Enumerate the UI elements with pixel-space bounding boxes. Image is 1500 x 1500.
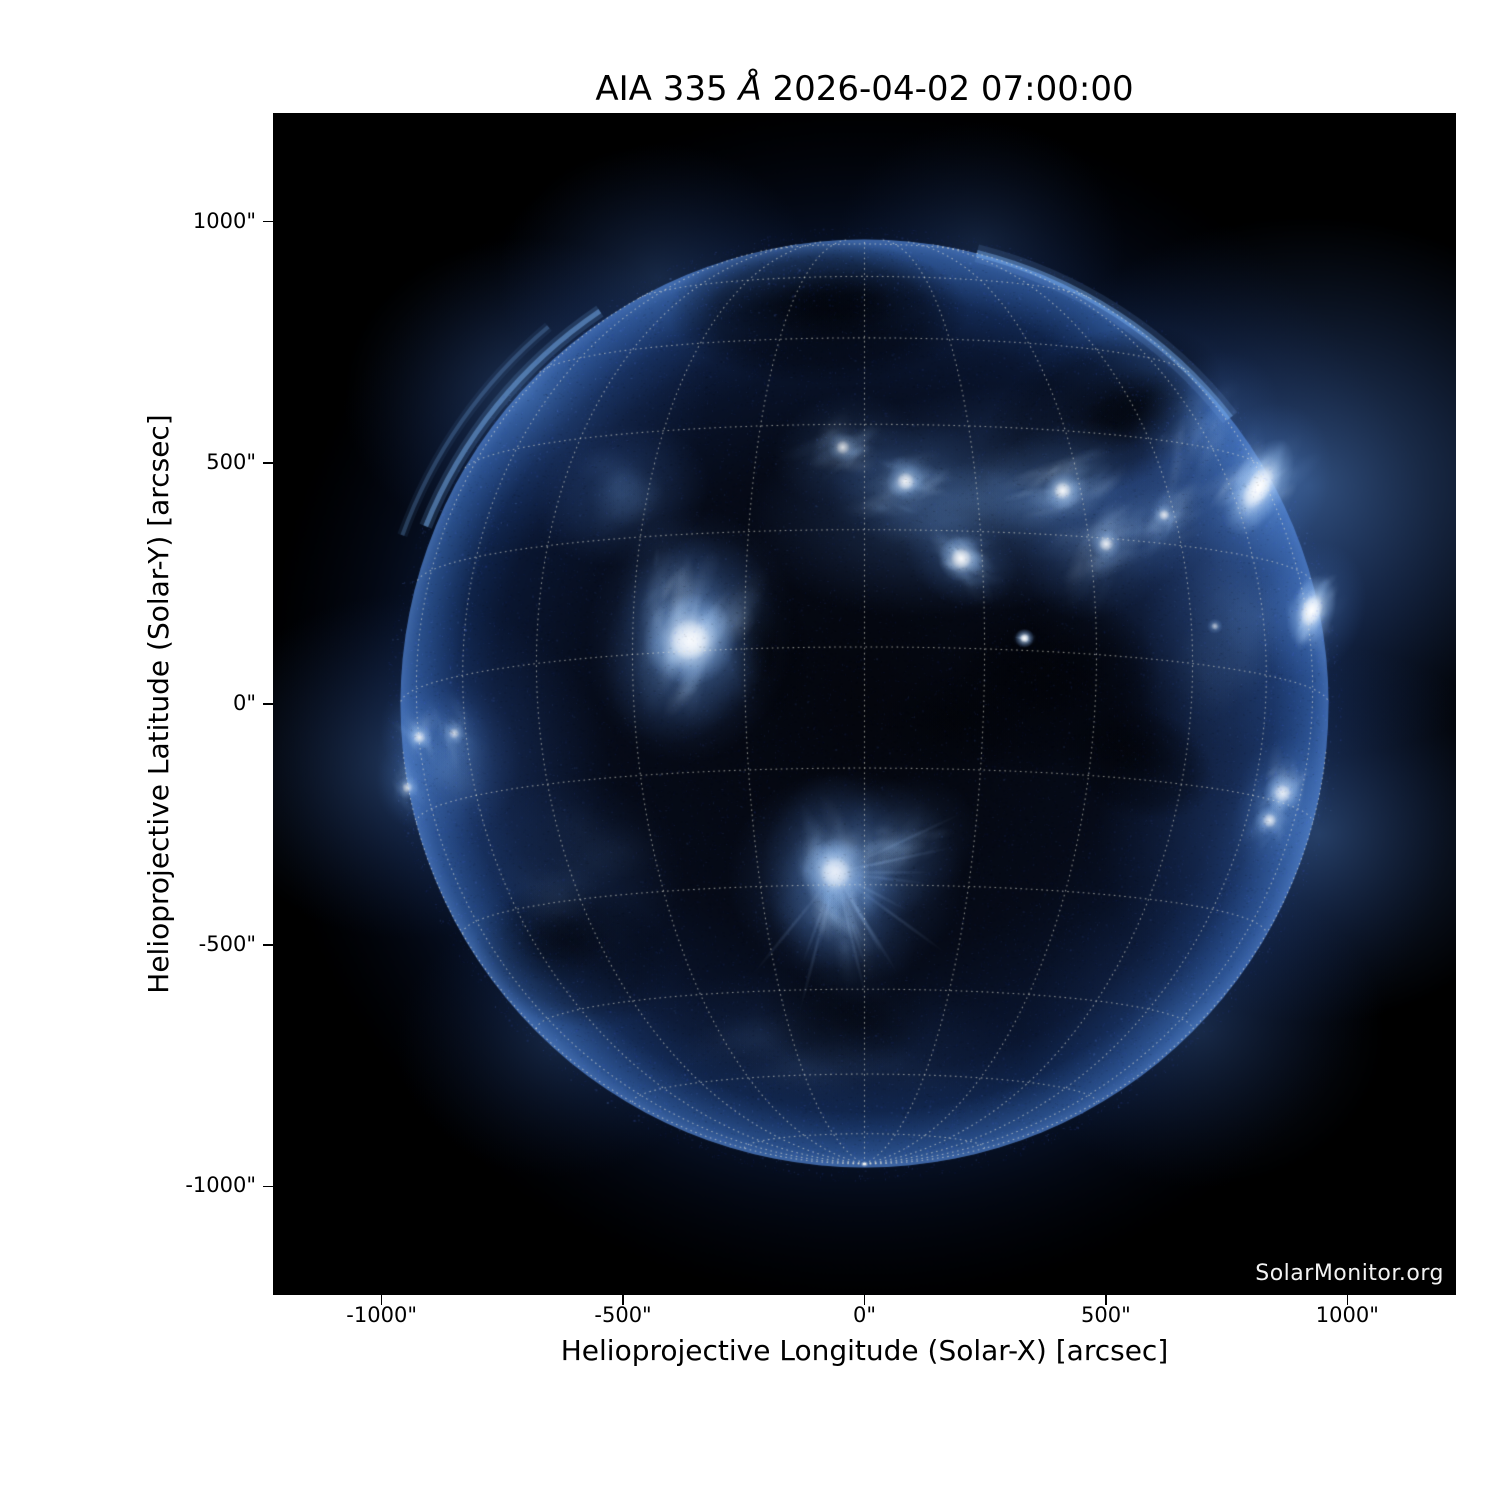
- x-tick-label: 500": [1081, 1303, 1131, 1327]
- x-tick-mark: [863, 1295, 866, 1305]
- solar-image: [273, 113, 1456, 1295]
- y-tick-label: 500": [206, 449, 256, 474]
- x-tick-mark: [380, 1295, 383, 1305]
- x-tick-label: 0": [852, 1303, 877, 1327]
- y-tick-mark: [263, 461, 273, 464]
- y-tick-label: -500": [198, 932, 256, 957]
- y-tick-mark: [263, 944, 273, 947]
- x-tick-label: 1000": [1315, 1303, 1379, 1327]
- watermark: SolarMonitor.org: [1255, 1261, 1444, 1286]
- y-tick-label: 0": [232, 691, 256, 715]
- plot-title: AIA 335 Å 2026-04-02 07:00:00: [273, 70, 1456, 108]
- x-tick-mark: [622, 1295, 624, 1305]
- title-prefix: AIA 335: [595, 69, 739, 109]
- y-tick-mark: [263, 1185, 273, 1188]
- plot-area: SolarMonitor.org: [273, 113, 1456, 1295]
- x-tick-label: -1000": [346, 1303, 417, 1327]
- x-axis-label: Helioprojective Longitude (Solar-X) [arc…: [560, 1334, 1169, 1367]
- y-tick-mark: [263, 703, 273, 705]
- y-tick-label: -1000": [185, 1173, 256, 1198]
- x-tick-label: -500": [594, 1303, 652, 1327]
- x-tick-mark: [1105, 1295, 1107, 1305]
- title-datetime: 2026-04-02 07:00:00: [761, 69, 1134, 109]
- y-tick-mark: [263, 220, 273, 223]
- title-angstrom: Å: [738, 69, 762, 109]
- y-tick-label: 1000": [192, 208, 256, 233]
- x-tick-mark: [1346, 1295, 1349, 1305]
